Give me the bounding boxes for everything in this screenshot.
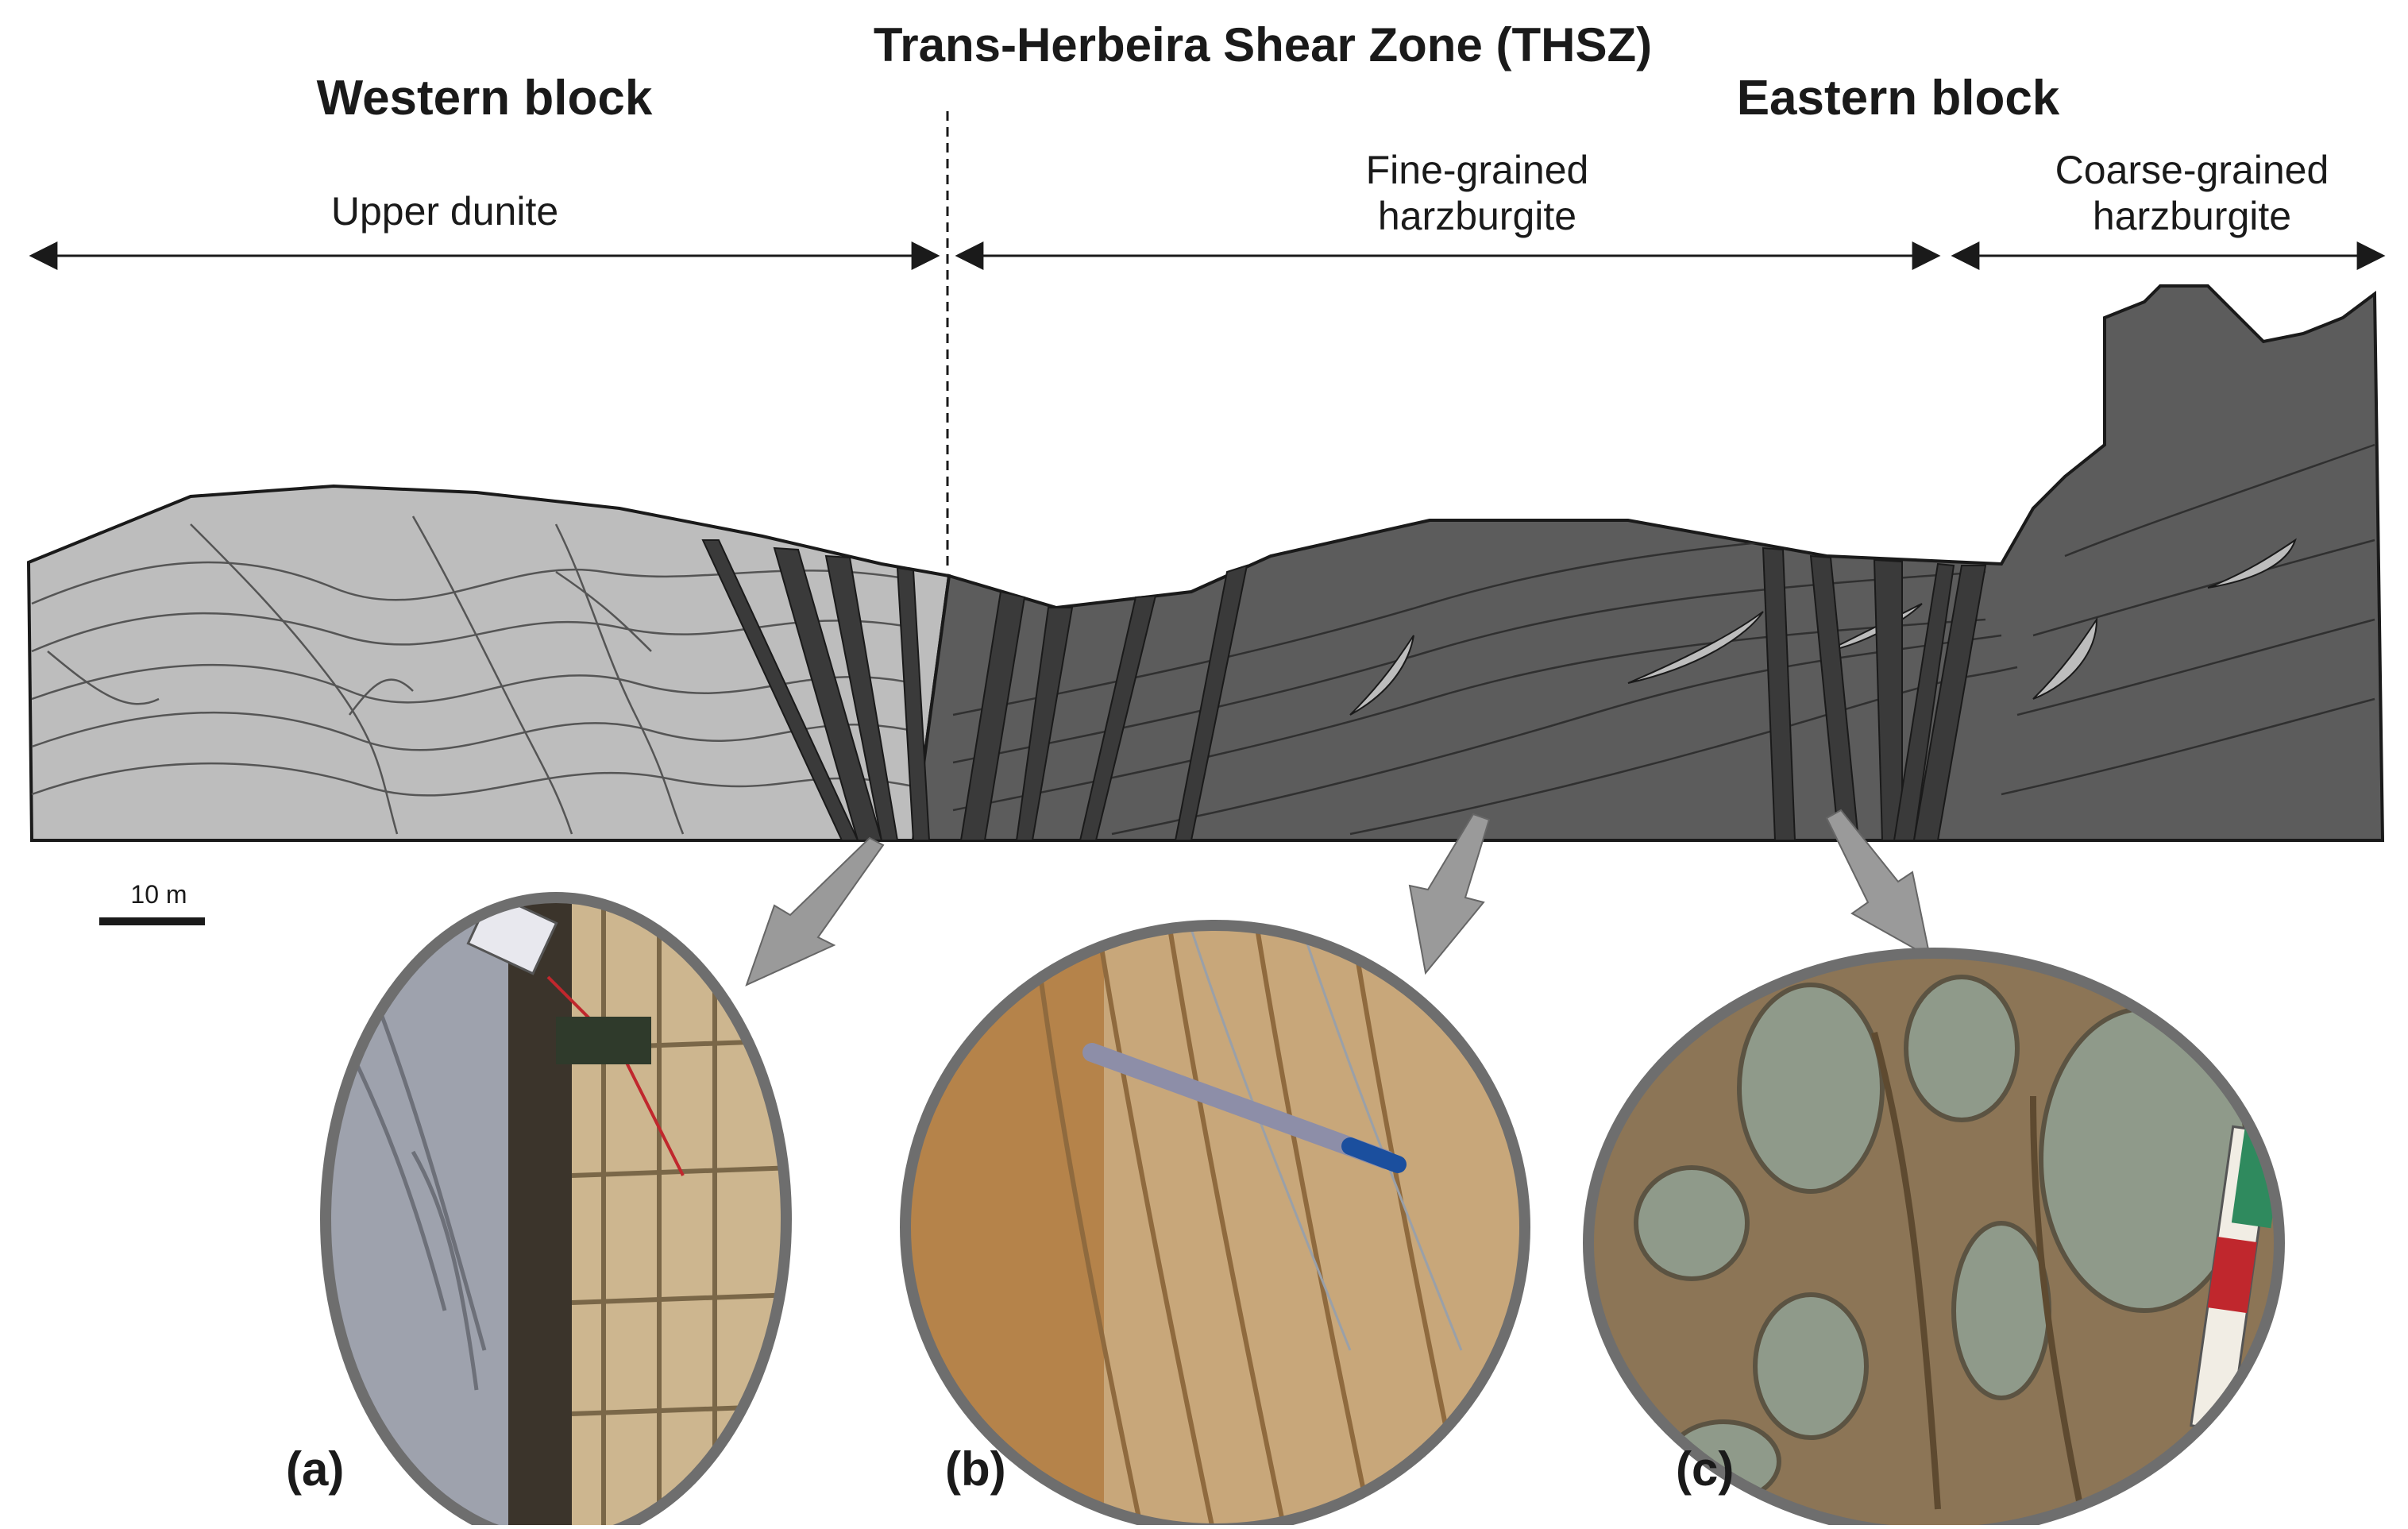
eastern-block-shape — [911, 284, 2385, 842]
coarse-grained-line-1: Coarse-grained — [2055, 148, 2329, 192]
coarse-grained-harzburgite-label: Coarse-grained harzburgite — [1970, 148, 2408, 239]
photo-a — [320, 892, 792, 1529]
eastern-block-label: Eastern block — [1736, 71, 2060, 125]
scale-bar-label: 10 m — [130, 880, 187, 909]
fine-grained-line-2: harzburgite — [1377, 193, 1577, 238]
photo-b — [900, 920, 1530, 1529]
western-block-label: Western block — [316, 71, 653, 125]
coarse-grained-line-2: harzburgite — [2092, 193, 2292, 238]
photo-c-label: (c) — [1676, 1442, 1735, 1496]
fine-grained-harzburgite-label: Fine-grained harzburgite — [1255, 148, 1700, 239]
fine-grained-line-1: Fine-grained — [1365, 148, 1589, 192]
photo-c — [1583, 948, 2285, 1529]
photo-b-label: (b) — [945, 1442, 1006, 1496]
shear-zone-bands — [701, 539, 1987, 841]
figure-title: Trans-Herbeira Shear Zone (THSZ) — [873, 18, 1653, 71]
callout-arrows — [745, 809, 1931, 987]
photo-a-label: (a) — [286, 1442, 345, 1496]
upper-dunite-label: Upper dunite — [330, 189, 559, 234]
